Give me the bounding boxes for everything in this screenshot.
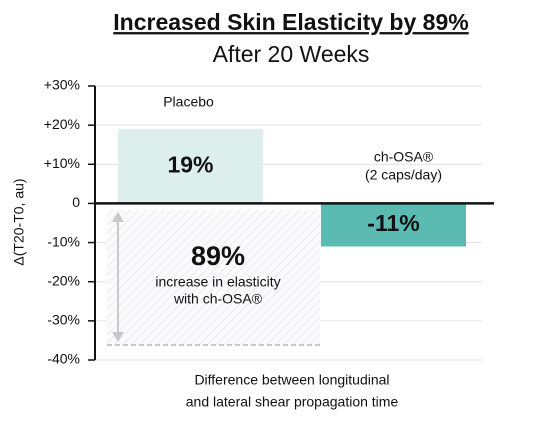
y-tick-label: +10%	[44, 155, 80, 171]
y-tick-label: -20%	[47, 272, 80, 288]
annotation: 89% increase in elasticity with ch-OSA®	[107, 210, 320, 346]
annotation-box	[107, 210, 320, 345]
x-axis-label: and lateral shear propagation time	[186, 394, 399, 410]
y-tick-label: -40%	[47, 351, 80, 367]
chart-title: Increased Skin Elasticity by 89%	[113, 9, 468, 35]
value-label: 19%	[167, 151, 213, 177]
annotation-text: increase in elasticity	[155, 274, 280, 290]
y-tick-label: -10%	[47, 233, 80, 249]
bar	[321, 203, 466, 247]
y-axis-label: Δ(T20-T0, au)	[11, 178, 27, 265]
annotation-text: with ch-OSA®	[173, 291, 263, 307]
marks: 19% Placebo -11% ch-OSA® (2 caps/day)	[95, 94, 494, 247]
category-label: (2 caps/day)	[365, 167, 442, 183]
y-tick-label: -30%	[47, 312, 80, 328]
annotation-value: 89%	[191, 241, 245, 271]
y-tick-label: +30%	[44, 77, 80, 93]
category-label: ch-OSA®	[374, 149, 434, 165]
y-tick-label: 0	[72, 194, 80, 210]
bar	[118, 129, 263, 204]
y-tick-label: +20%	[44, 116, 80, 132]
chart-subtitle: After 20 Weeks	[213, 41, 370, 67]
value-label: -11%	[367, 210, 419, 236]
x-axis-label: Difference between longitudinal	[194, 372, 389, 388]
category-label: Placebo	[163, 94, 214, 110]
